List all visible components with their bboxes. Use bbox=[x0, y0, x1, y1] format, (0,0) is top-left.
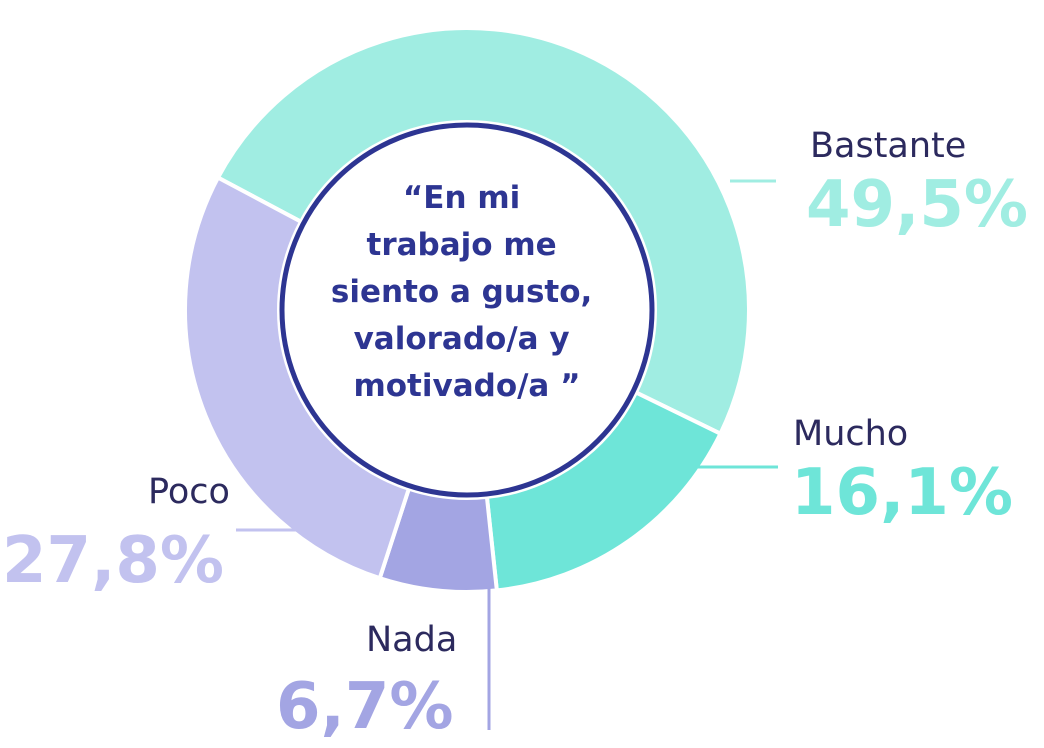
leader-lines bbox=[236, 179, 778, 730]
category-label-nada: Nada bbox=[366, 620, 457, 660]
category-label-bastante: Bastante bbox=[810, 126, 966, 166]
value-label-nada: 6,7% bbox=[276, 670, 454, 744]
category-label-poco: Poco bbox=[148, 472, 230, 512]
value-label-bastante: 49,5% bbox=[806, 168, 1028, 242]
title-line-3: siento a gusto, bbox=[331, 274, 592, 310]
title-line-4: valorado/a y bbox=[354, 321, 570, 357]
title-line-5: motivado/a ” bbox=[353, 368, 580, 404]
slice-bastante bbox=[215, 26, 751, 437]
category-label-mucho: Mucho bbox=[793, 414, 908, 454]
donut-slices bbox=[183, 26, 751, 594]
center-ring bbox=[279, 122, 655, 498]
value-label-poco: 27,8% bbox=[2, 524, 224, 598]
value-label-mucho: 16,1% bbox=[791, 456, 1013, 530]
title-line-2: trabajo me bbox=[367, 227, 557, 263]
slice-poco bbox=[183, 174, 412, 581]
chart-title: “En mi trabajo me siento a gusto, valora… bbox=[331, 180, 603, 404]
title-line-1: “En mi bbox=[403, 180, 520, 216]
